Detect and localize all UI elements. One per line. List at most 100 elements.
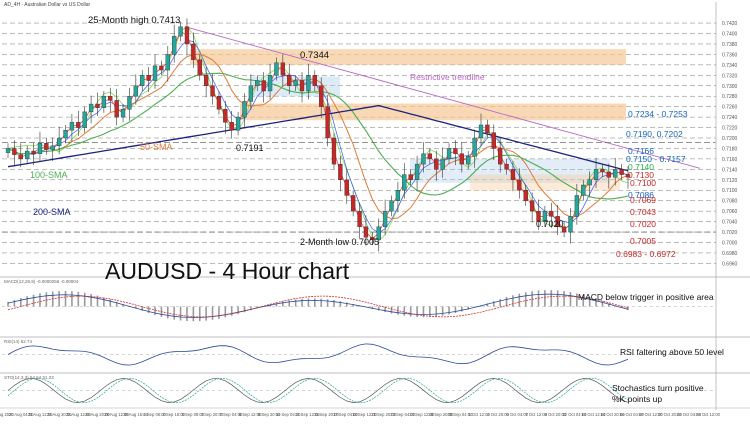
candle-body (510, 169, 516, 180)
zone-0.7234-0.7253 (240, 103, 626, 121)
candle-body (408, 174, 413, 180)
candle-body (69, 122, 75, 131)
candle-body (338, 163, 343, 180)
candle-body (625, 174, 631, 178)
time-tick-label: 28 Aug 12:00 (104, 412, 129, 417)
moving-averages (2, 25, 716, 242)
candle-body (395, 190, 401, 201)
candle-body (120, 109, 126, 118)
level-label: 0.7100 (630, 178, 656, 188)
candle-body (165, 54, 170, 71)
candle-body (478, 124, 484, 139)
candle-body (517, 179, 522, 191)
panel-annotation: %K points up (612, 394, 662, 404)
price-tick-label: 0.7100 (722, 188, 738, 194)
candle-body (619, 169, 624, 175)
candle-body (37, 143, 43, 154)
time-tick-label: 7 Sep 04:00 (220, 412, 243, 417)
time-tick-label: 8 Oct 20:00 (545, 412, 567, 417)
price-tick-label: 0.7240 (722, 115, 738, 121)
price-tick-label: 0.7420 (722, 21, 738, 27)
time-tick-label: 17 Sep 04:00 (333, 412, 359, 417)
price-tick-label: 0.7180 (722, 146, 738, 152)
candle-body (581, 184, 586, 196)
kijun-line (7, 39, 629, 234)
price-tick-label: 0.7260 (722, 105, 738, 111)
candle-body (88, 103, 94, 113)
candle-body (18, 154, 23, 160)
candle-body (466, 156, 471, 165)
candle-body (561, 226, 567, 233)
level-label: 0.7140 (628, 162, 654, 172)
candle-body (613, 169, 618, 178)
time-tick-label: 20 Oct 20:00 (658, 412, 683, 417)
candle-body (287, 75, 292, 86)
candle-body (389, 200, 394, 212)
time-tick-label: 12 Oct 04:00 (562, 412, 587, 417)
candle-body (370, 237, 375, 241)
price-tick-label: 0.7200 (722, 136, 738, 142)
level-label: 0.7069 (630, 195, 656, 205)
time-tick-label: 1 Sep 08:00 (143, 412, 166, 417)
price-tick-label: 0.7220 (722, 126, 738, 132)
level-label: 0.7166 (628, 146, 654, 156)
time-tick-label: 20 Aug 04:00 (9, 412, 34, 417)
zone-0.7344 (190, 49, 626, 65)
time-tick-label: 30 Aug 16:00 (123, 412, 148, 417)
candle-body (229, 122, 234, 131)
candle-body (363, 226, 369, 238)
candle-body (56, 137, 62, 147)
candle-body (152, 65, 158, 81)
candle-body (203, 75, 209, 86)
candle-body (331, 137, 337, 165)
candle-body (114, 100, 119, 118)
candle-body (31, 150, 36, 154)
price-tick-label: 0.7360 (722, 52, 738, 58)
sma-50-line (7, 53, 629, 220)
candle-body (133, 85, 138, 97)
level-label: 2-Month low 0.7005 (300, 237, 379, 247)
candle-body (440, 158, 445, 170)
candle-body (504, 163, 509, 170)
candle-body (459, 153, 464, 165)
time-tick-label: 19 Oct 12:00 (639, 412, 664, 417)
time-tick-label: 18 Sep 12:00 (352, 412, 378, 417)
level-label: 0.7020 (630, 219, 656, 229)
level-label: 0.7020 (536, 219, 564, 229)
price-tick-label: 0.6980 (722, 251, 738, 257)
candle-body (574, 195, 580, 217)
candle-body (606, 171, 611, 178)
candle-body (184, 26, 190, 45)
candle-body (587, 179, 592, 186)
candle-body (357, 210, 362, 228)
candle-body (472, 137, 477, 157)
level-label: 0.7150 - 0.7157 (626, 154, 686, 164)
candle-body (140, 75, 145, 86)
time-tick-label: 16 Oct 04:00 (620, 412, 645, 417)
candle-body (529, 200, 535, 212)
candle-body (344, 179, 349, 196)
price-tick-label: 0.7340 (722, 63, 738, 69)
time-tick-label: 24 Sep 12:00 (409, 412, 435, 417)
price-axis: 0.6960 0.6980 0.7000 0.7020 0.7040 0.7060 0.70… (715, 2, 738, 410)
candle-body (159, 65, 164, 71)
candle-body (299, 80, 305, 92)
candle-body (76, 122, 81, 128)
level-label: 0.7130 (628, 170, 654, 180)
candle-body (12, 148, 17, 155)
candle-body (382, 210, 388, 228)
candle-body (235, 116, 241, 131)
candle-body (312, 75, 317, 86)
sma-200-label: 200-SMA (33, 207, 71, 217)
candle-body (63, 129, 68, 139)
candle-body (453, 148, 458, 154)
candle-body (82, 111, 87, 128)
panel-rsi: RSI(14) 52.74 RSI faltering above 50 leve… (0, 336, 750, 366)
candle-body (498, 148, 503, 165)
candle-body (5, 148, 11, 153)
price-tick-label: 0.7160 (722, 157, 738, 163)
candle-body (542, 210, 548, 222)
time-tick-label: 23 Sep 04:00 (390, 412, 416, 417)
